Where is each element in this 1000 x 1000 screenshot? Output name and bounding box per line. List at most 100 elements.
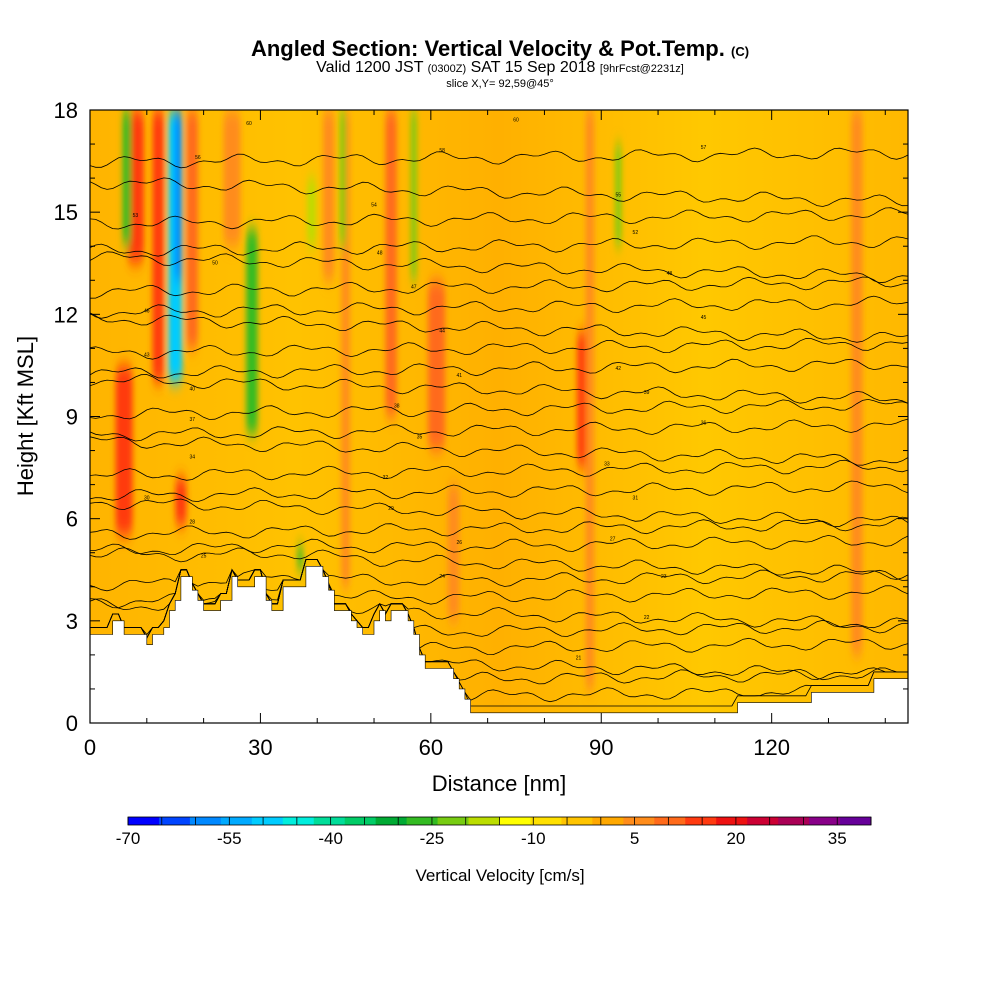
contour-label: 58 [439, 148, 445, 154]
colorbar-tick-label: 20 [726, 829, 745, 848]
contour-label: 42 [616, 366, 622, 372]
contour-label: 44 [439, 329, 445, 335]
colorbar-swatch [375, 817, 408, 825]
contour-label: 22 [644, 615, 650, 621]
isentrope-line [90, 295, 908, 319]
terrain-mask [90, 566, 908, 723]
updraft-plume [385, 110, 397, 417]
x-tick-label: 0 [84, 735, 96, 760]
x-axis-title: Distance [nm] [432, 771, 567, 796]
colorbar-swatch [313, 817, 346, 825]
contour-label: 54 [371, 203, 377, 209]
colorbar-swatch [840, 817, 872, 825]
contour-label: 56 [195, 155, 201, 161]
contour-label: 48 [667, 271, 673, 277]
colorbar-swatch [747, 817, 779, 825]
downdraft-plume [307, 178, 316, 247]
colorbar-tick-label: 5 [630, 829, 639, 848]
colorbar-swatch [530, 817, 562, 825]
downdraft-plume [246, 229, 258, 434]
chart-title-main: Angled Section: Vertical Velocity & Pot.… [250, 36, 725, 61]
colorbar-swatch [189, 817, 222, 825]
contour-label: 23 [661, 574, 667, 580]
isentrope-line [90, 147, 908, 169]
y-axis-title: Height [Kft MSL] [13, 336, 38, 496]
contour-label: 47 [411, 284, 417, 290]
isentrope-line [90, 374, 908, 404]
contour-label: 27 [610, 536, 616, 542]
colorbar-swatch [654, 817, 686, 825]
colorbar-swatch [220, 817, 253, 825]
isentrope-line [90, 498, 908, 528]
isentrope-line [90, 235, 908, 257]
isentrope-line [90, 436, 908, 466]
x-tick-label: 120 [753, 735, 790, 760]
updraft-plume [322, 110, 335, 281]
downdraft-plume [122, 110, 132, 247]
colorbar-swatch [778, 817, 810, 825]
updraft-plume [175, 477, 187, 526]
colorbar-swatch [282, 817, 315, 825]
contour-label: 35 [417, 434, 423, 440]
isentrope-line [90, 398, 908, 420]
colorbar: -70 -55 -40 -25 -10 5 20 35 [116, 816, 872, 848]
isentrope-line [90, 480, 908, 503]
contour-label: 52 [633, 230, 639, 236]
downdraft-plume [297, 545, 304, 570]
updraft-plume [115, 365, 133, 536]
colorbar-tick-label: -55 [217, 829, 242, 848]
y-tick-label: 15 [54, 200, 78, 225]
updraft-plume [851, 110, 863, 655]
colorbar-swatch [716, 817, 748, 825]
contour-label: 28 [189, 519, 195, 525]
forecast-info: [9hrFcst@2231z] [599, 63, 684, 75]
colorbar-swatch [251, 817, 284, 825]
isentrope-line [90, 547, 908, 580]
colorbar-swatch [468, 817, 500, 825]
updraft-plume [152, 110, 164, 383]
contour-label: 30 [144, 496, 150, 502]
updraft-plume [585, 110, 595, 689]
contour-label: 31 [633, 496, 639, 502]
isentrope-line [90, 459, 908, 481]
contour-label: 29 [388, 506, 394, 512]
contour-label: 36 [701, 421, 707, 427]
updraft-plume [223, 110, 241, 247]
contour-label: 48 [377, 250, 383, 256]
isentrope-line [90, 251, 908, 284]
chart-subtitle: Valid 1200 JST (0300Z) SAT 15 Sep 2018 [… [0, 59, 1000, 78]
colorbar-tick-label: -40 [318, 829, 343, 848]
contour-label: 26 [456, 540, 462, 546]
y-tick-label: 0 [66, 711, 78, 736]
colorbar-swatch [344, 817, 377, 825]
contour-label: 55 [616, 192, 622, 198]
isentrope-line [90, 276, 908, 299]
colorbar-swatch [437, 817, 470, 825]
x-tick-label: 90 [589, 735, 613, 760]
isentropes [90, 147, 908, 707]
isentrope-line [90, 559, 908, 609]
y-tick-label: 12 [54, 302, 78, 327]
contour-label: 33 [604, 462, 610, 468]
plot-area: 60 60 58 57 56 55 54 53 52 50 48 48 47 46 45 44 43 42 41 40… [90, 110, 908, 723]
updraft-plume [427, 280, 446, 451]
contour-label: 57 [701, 145, 707, 151]
colorbar-swatch [592, 817, 624, 825]
contour-label: 24 [439, 574, 445, 580]
slice-info: slice X,Y= 92,59@45° [446, 78, 554, 90]
isentrope-line [90, 312, 908, 343]
colorbar-tick-label: -70 [116, 829, 141, 848]
valid-date: SAT 15 Sep 2018 [470, 59, 596, 76]
isentrope-line [90, 177, 908, 207]
contour-labels: 60 60 58 57 56 55 54 53 52 50 48 48 47 46 45 44 43 42 41 40… [133, 118, 707, 662]
x-tick-label: 60 [419, 735, 443, 760]
colorbar-title: Vertical Velocity [cm/s] [415, 866, 584, 885]
x-tick-label: 30 [248, 735, 272, 760]
y-tick-label: 6 [66, 507, 78, 532]
contour-label: 25 [201, 553, 207, 559]
colorbar-swatch [499, 817, 531, 825]
isentrope-line [90, 516, 908, 540]
contour-label: 34 [189, 455, 195, 461]
